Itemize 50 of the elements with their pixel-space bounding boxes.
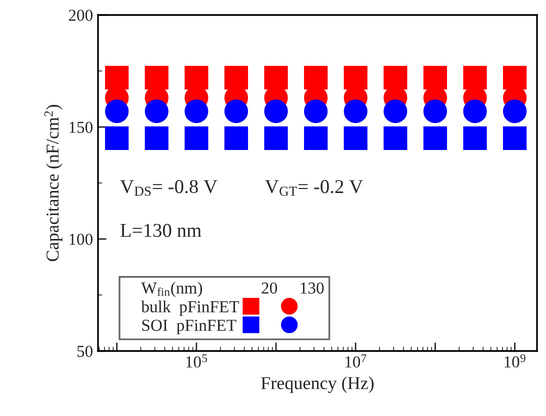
point	[344, 126, 368, 150]
point	[184, 66, 208, 90]
x-axis-title: Frequency (Hz)	[261, 376, 374, 393]
point	[344, 100, 368, 124]
point	[304, 126, 328, 150]
point	[463, 126, 487, 150]
x-tick-label: 10$^{9}$	[504, 354, 526, 368]
point	[503, 100, 527, 124]
point	[304, 66, 328, 90]
point	[184, 126, 208, 150]
point	[384, 126, 408, 150]
x-tick-label: 10$^{5}$	[186, 354, 208, 368]
point	[423, 100, 448, 124]
y-tick-label: 50	[77, 346, 93, 357]
point	[344, 66, 368, 90]
point	[304, 100, 328, 124]
point	[144, 66, 168, 90]
x-tick-label: 10$^{7}$	[346, 354, 366, 368]
legend-label: bulk pFinFET	[141, 300, 240, 316]
annotation: V$_{GT}$= -0.2 V	[265, 180, 363, 196]
point	[105, 100, 129, 124]
y-tick-label: 200	[68, 10, 93, 21]
point	[224, 126, 248, 150]
annotation: V$_{DS}$= -0.8 V	[120, 180, 218, 196]
point	[423, 66, 448, 90]
y-tick-label: 100	[70, 234, 93, 245]
point	[264, 100, 288, 124]
y-axis-title: Capacitance (nF/cm$^{2}$)	[44, 104, 62, 262]
point	[423, 126, 448, 150]
annotation: 130	[300, 282, 324, 294]
point	[264, 66, 288, 90]
point	[384, 66, 408, 90]
annotation: L=130 nm	[120, 224, 202, 237]
point	[144, 126, 168, 150]
point	[503, 126, 527, 150]
point	[144, 100, 168, 124]
annotation: 20	[262, 282, 278, 294]
point	[264, 126, 288, 150]
legend-title: W$_{fin}$(nm)	[141, 282, 202, 297]
point	[503, 66, 527, 90]
point	[105, 126, 129, 150]
point	[105, 66, 129, 90]
point	[224, 100, 248, 124]
y-tick-label: 150	[70, 122, 93, 133]
legend-label: SOI pFinFET	[142, 320, 236, 334]
point	[184, 100, 208, 124]
point	[224, 66, 248, 90]
point	[463, 100, 487, 124]
point	[463, 66, 487, 90]
point	[384, 100, 408, 124]
